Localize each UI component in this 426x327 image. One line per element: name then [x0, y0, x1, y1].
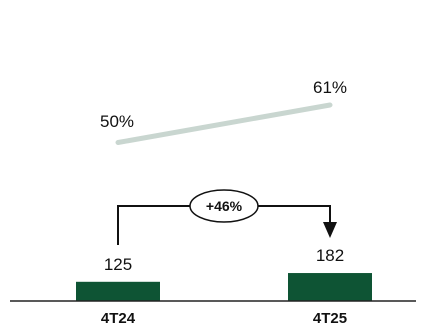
- ratio-line: [115, 102, 333, 145]
- value-label-4T25: 182: [316, 246, 344, 265]
- growth-badge: [189, 189, 259, 223]
- category-label-4T25: 4T25: [313, 310, 347, 327]
- category-label-4T24: 4T24: [101, 310, 136, 327]
- bar-4T25: [288, 273, 372, 301]
- ratio-label-4T25: 61%: [313, 78, 347, 97]
- bar-4T24: [76, 281, 160, 301]
- growth-label: +46%: [206, 198, 243, 214]
- growth-arrowhead-icon: [323, 222, 337, 238]
- value-label-4T24: 125: [104, 255, 132, 274]
- ratio-label-4T24: 50%: [100, 112, 134, 131]
